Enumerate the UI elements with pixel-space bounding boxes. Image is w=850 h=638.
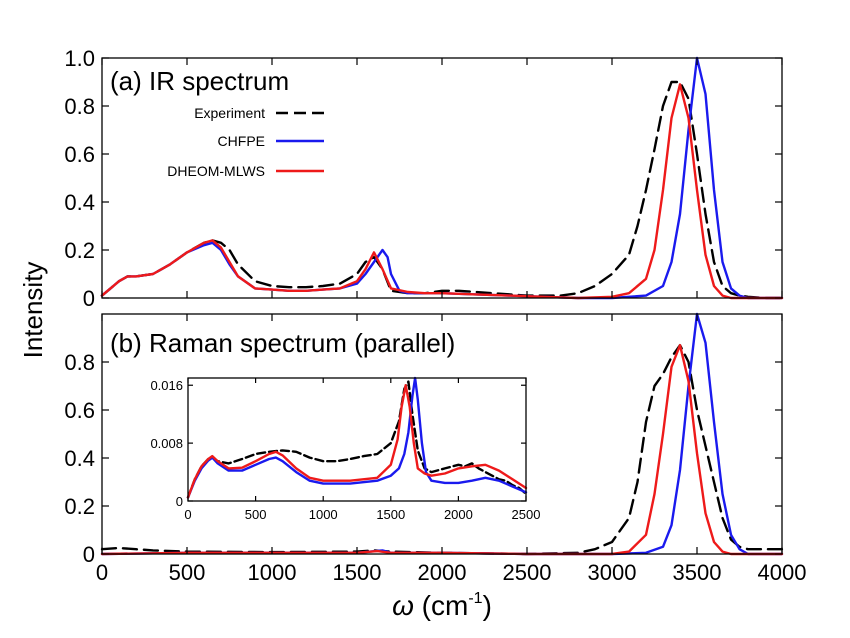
- raman-ytick-label: 0.4: [64, 446, 95, 471]
- raman-ytick-label: 0.6: [64, 398, 95, 423]
- raman-xtick-label: 2000: [418, 560, 467, 585]
- inset-xtick-label: 0: [184, 507, 191, 522]
- raman-panel-title: (b) Raman spectrum (parallel): [110, 328, 455, 358]
- inset-xtick-label: 1000: [309, 507, 338, 522]
- inset-ticks: 0 500 1000 1500 2000 2500 0 0.008 0.016: [150, 378, 540, 522]
- raman-inset-panel: 0 500 1000 1500 2000 2500 0 0.008 0.016: [150, 376, 540, 522]
- raman-xtick-label: 3000: [588, 560, 637, 585]
- inset-ytick-label: 0.008: [150, 436, 183, 451]
- ir-ticks: 0 0.2 0.4 0.6 0.8 1.0: [64, 46, 783, 311]
- ir-legend: Experiment CHFPE DHEOM-MLWS: [167, 105, 324, 179]
- ir-ytick-label: 0.6: [64, 142, 95, 167]
- raman-ytick-label: 0: [83, 542, 95, 567]
- legend-label-chfpe: CHFPE: [218, 133, 265, 149]
- raman-xtick-label: 1500: [333, 560, 382, 585]
- inset-series-experiment: [186, 380, 528, 499]
- inset-xtick-label: 500: [245, 507, 267, 522]
- x-axis-symbol: ω: [392, 590, 414, 621]
- inset-curves: [186, 376, 528, 499]
- ir-ytick-label: 0.2: [64, 238, 95, 263]
- raman-xtick-label: 2500: [503, 560, 552, 585]
- ir-ytick-label: 0: [83, 286, 95, 311]
- x-axis-label: ω (cm-1): [392, 590, 492, 621]
- inset-ytick-label: 0: [176, 494, 183, 509]
- inset-xtick-label: 2000: [444, 507, 473, 522]
- ir-spectrum-panel: 0 0.2 0.4 0.6 0.8 1.0 (a) IR spectrum Experim…: [64, 46, 784, 311]
- y-axis-label: Intensity: [18, 262, 48, 359]
- raman-ytick-label: 0.8: [64, 350, 95, 375]
- legend-label-experiment: Experiment: [194, 105, 265, 121]
- inset-plot-frame: [187, 377, 527, 502]
- raman-xtick-label: 3500: [673, 560, 722, 585]
- inset-ytick-label: 0.016: [150, 378, 183, 393]
- ir-ytick-label: 1.0: [64, 46, 95, 71]
- ir-ytick-label: 0.4: [64, 190, 95, 215]
- raman-ticks: 0 500 1000 1500 2000 2500 3000 3500 4000 0 0.2 0.4 0…: [64, 314, 806, 585]
- raman-spectrum-panel: 0 500 1000 1500 2000 2500 3000 3500 4000 0 0.2 0.4 0…: [64, 312, 806, 585]
- raman-ytick-label: 0.2: [64, 494, 95, 519]
- raman-xtick-label: 4000: [758, 560, 807, 585]
- inset-series-chfpe: [186, 376, 528, 499]
- raman-xtick-label: 500: [169, 560, 206, 585]
- ir-ytick-label: 0.8: [64, 94, 95, 119]
- raman-xtick-label: 0: [96, 560, 108, 585]
- legend-label-dheom-mlws: DHEOM-MLWS: [167, 163, 265, 179]
- ir-curves: [100, 56, 784, 300]
- inset-xtick-label: 1500: [376, 507, 405, 522]
- inset-series-dheom-mlws: [186, 384, 528, 499]
- ir-series-chfpe: [100, 56, 784, 300]
- raman-series-dheom-mlws: [100, 344, 784, 556]
- x-axis-unit-close: ): [483, 590, 492, 621]
- x-axis-unit-exponent: -1: [468, 590, 482, 607]
- raman-xtick-label: 1000: [248, 560, 297, 585]
- x-axis-unit-open: (cm: [414, 590, 468, 621]
- ir-panel-title: (a) IR spectrum: [110, 66, 289, 96]
- ir-series-dheom-mlws: [100, 83, 784, 300]
- inset-xtick-label: 2500: [512, 507, 541, 522]
